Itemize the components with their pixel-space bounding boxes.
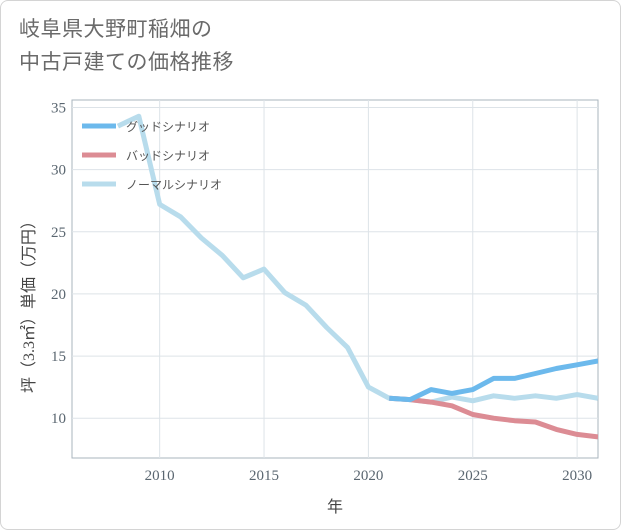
y-tick-label: 15 bbox=[51, 349, 66, 365]
y-tick-label: 25 bbox=[51, 225, 66, 241]
y-tick-label: 20 bbox=[51, 287, 66, 303]
series-group bbox=[116, 113, 598, 440]
x-tick-label: 2010 bbox=[145, 468, 175, 484]
y-tick-label: 10 bbox=[51, 411, 66, 427]
x-tick-label: 2025 bbox=[458, 468, 488, 484]
legend-label-2: ノーマルシナリオ bbox=[126, 178, 222, 192]
x-tick-label: 2030 bbox=[562, 468, 592, 484]
chart-title-line1: 岐阜県大野町稲畑の bbox=[19, 17, 213, 41]
grid bbox=[72, 100, 598, 458]
y-tick-labels: 10 15 20 25 30 35 bbox=[51, 100, 66, 427]
y-tick-label: 35 bbox=[51, 100, 66, 116]
x-tick-label: 2015 bbox=[249, 468, 279, 484]
legend-label-0: グッドシナリオ bbox=[126, 120, 210, 134]
x-tick-labels: 2010 2015 2020 2025 2030 bbox=[145, 468, 592, 484]
chart-title-line2: 中古戸建ての価格推移 bbox=[19, 50, 234, 74]
series-line-1 bbox=[389, 395, 598, 440]
series-line-0 bbox=[389, 358, 598, 403]
legend-label-1: バッドシナリオ bbox=[126, 149, 210, 163]
x-tick-label: 2020 bbox=[353, 468, 383, 484]
x-axis-title: 年 bbox=[327, 498, 343, 516]
y-axis-title: 坪（3.3㎡）単価（万円） bbox=[20, 213, 38, 393]
series-line-2 bbox=[116, 113, 598, 405]
chart-title: 岐阜県大野町稲畑の 中古戸建ての価格推移 bbox=[19, 13, 234, 79]
y-tick-label: 30 bbox=[51, 163, 66, 179]
